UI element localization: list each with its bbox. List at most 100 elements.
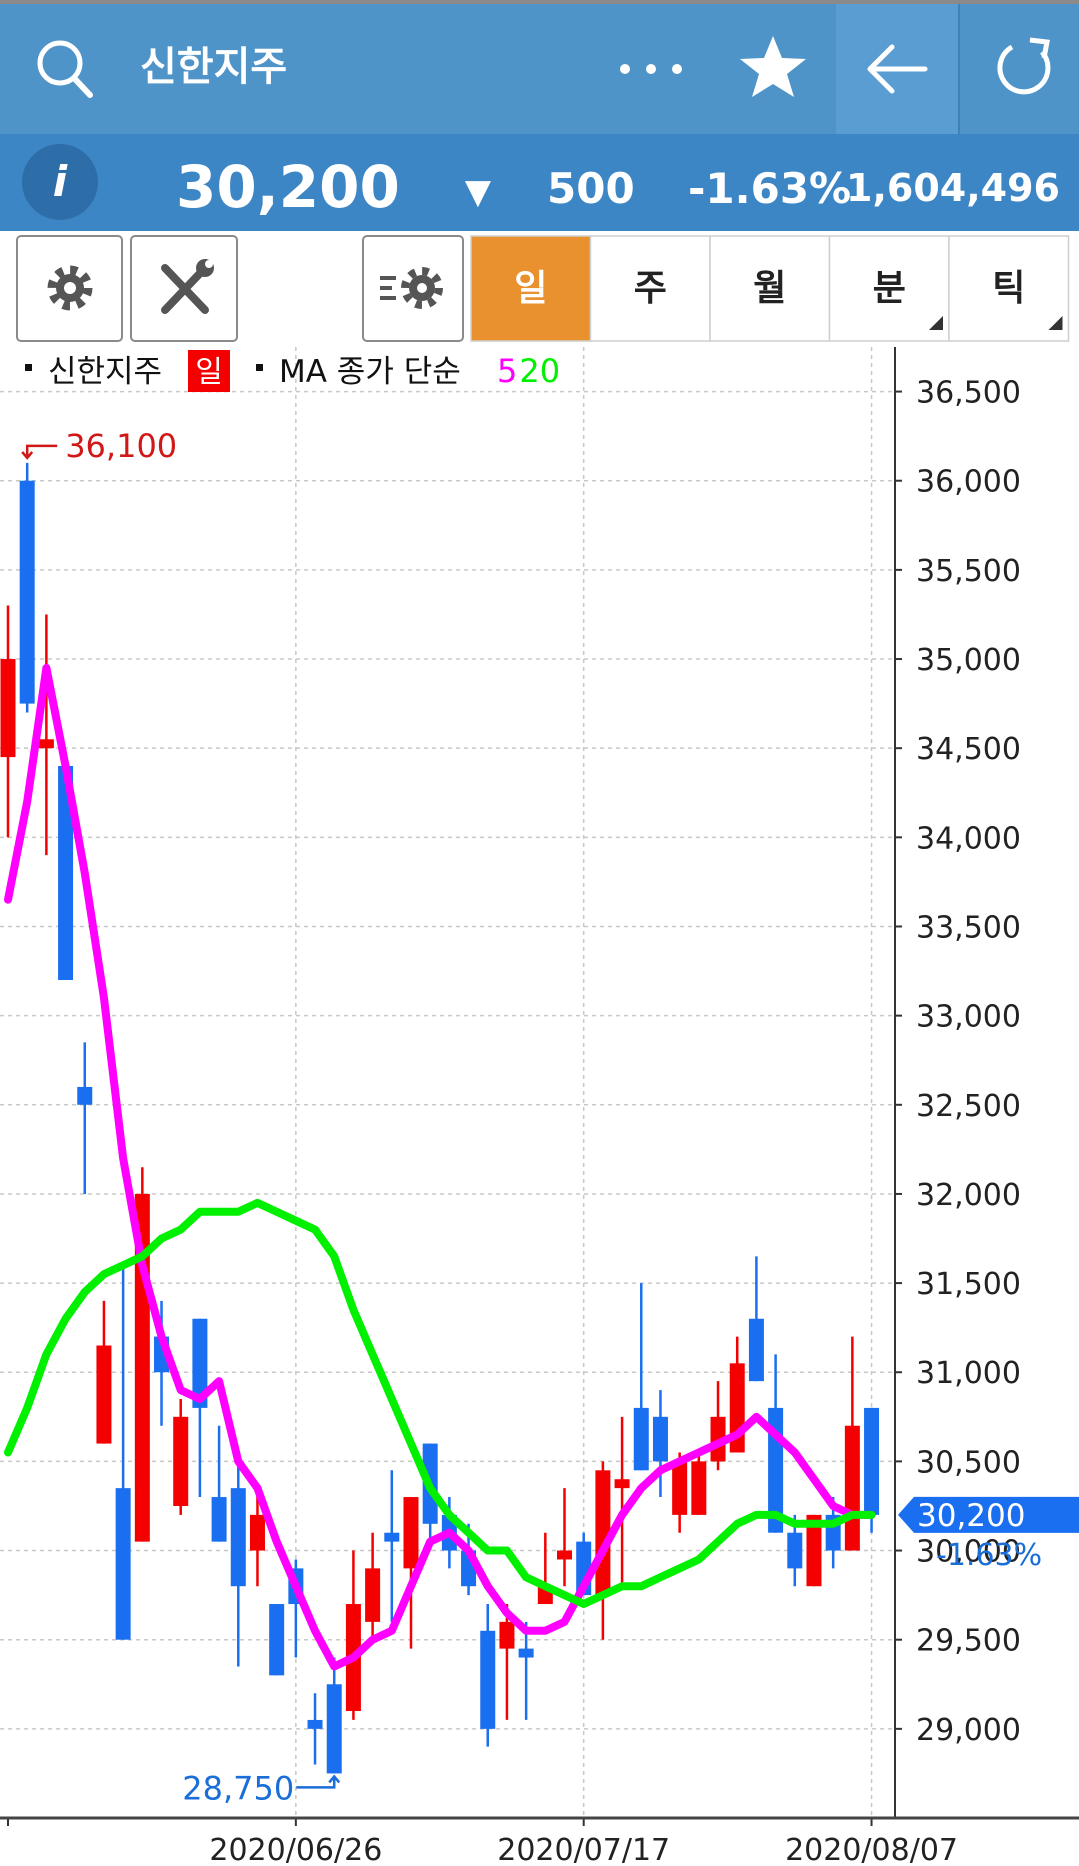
y-tick-label: 36,500	[916, 376, 1021, 411]
tab-menu-indicator	[1048, 316, 1063, 330]
info-button[interactable]	[22, 144, 98, 220]
candle-body	[864, 1407, 880, 1515]
y-tick-label: 30,000	[916, 1535, 1021, 1570]
y-tick-label: 33,500	[916, 910, 1021, 945]
x-tick-label: 2020/07/17	[497, 1833, 670, 1866]
legend-series: 5	[497, 352, 517, 390]
tab-background	[709, 235, 831, 342]
candle-body	[230, 1488, 246, 1587]
y-tick-label: 34,000	[916, 821, 1021, 856]
y-tick-label: 29,000	[916, 1713, 1021, 1748]
candle-body	[806, 1514, 822, 1587]
candle-body	[748, 1318, 764, 1382]
price: 30,200	[176, 153, 400, 221]
low-arrow	[296, 1774, 341, 1789]
last-price-marker	[898, 1496, 1079, 1533]
y-tick-label: 35,000	[916, 643, 1021, 678]
favorite-button[interactable]	[740, 36, 806, 97]
quote-bar	[0, 134, 1079, 231]
candle-body	[633, 1407, 649, 1471]
info-icon: i	[53, 157, 68, 206]
y-tick-label: 35,500	[916, 554, 1021, 589]
legend-swatch	[256, 364, 263, 371]
candle-body	[77, 1086, 93, 1105]
candle-body	[96, 1345, 112, 1444]
last-change-label: -1.63%	[936, 1538, 1042, 1573]
candle-body	[710, 1416, 726, 1462]
x-tick-label: 2020/06/26	[209, 1833, 382, 1866]
period-tab[interactable]: 일	[470, 235, 592, 342]
legend-swatch	[25, 364, 32, 371]
y-tick-label: 32,000	[916, 1178, 1021, 1213]
candle-body	[614, 1479, 630, 1489]
candle-body	[211, 1497, 227, 1542]
high-arrow	[21, 444, 58, 460]
candle-body	[115, 1488, 131, 1640]
tab-label: 분	[873, 268, 906, 309]
legend-period: 일	[195, 355, 223, 390]
candle-body	[787, 1532, 803, 1569]
y-tick-label: 32,500	[916, 1089, 1021, 1124]
candle-body	[652, 1416, 668, 1462]
direction: ▼	[465, 172, 492, 212]
change-pct: -1.63%	[688, 164, 851, 213]
y-tick-label: 31,500	[916, 1267, 1021, 1302]
candle-body	[844, 1425, 860, 1551]
header-title: 신한지주	[140, 44, 287, 90]
more-button[interactable]	[620, 64, 682, 74]
tab-background	[589, 235, 711, 342]
candle-body	[192, 1318, 208, 1408]
candle-body	[307, 1719, 323, 1729]
candle-body	[173, 1416, 189, 1506]
y-tick-label: 34,500	[916, 732, 1021, 767]
legend-period-box	[188, 350, 230, 392]
refresh-button[interactable]	[997, 37, 1051, 95]
settings-button[interactable]	[16, 235, 123, 342]
candle-body	[19, 480, 35, 704]
x-tick-label: 2020/08/07	[785, 1833, 958, 1866]
candle-body	[249, 1514, 265, 1551]
search-button[interactable]	[37, 40, 93, 98]
candle-body	[691, 1461, 707, 1515]
y-tick-label: 30,500	[916, 1445, 1021, 1480]
candle-body	[365, 1568, 381, 1622]
period-tab[interactable]: 분	[828, 235, 950, 342]
candle-body	[672, 1461, 688, 1515]
tab-label: 월	[753, 268, 786, 309]
indicator-settings-button[interactable]	[362, 235, 464, 342]
low-label: 28,750	[182, 1769, 294, 1807]
candle-body	[58, 766, 74, 980]
period-tab[interactable]: 월	[709, 235, 831, 342]
candle-body	[480, 1630, 496, 1729]
last-price-label: 30,200	[917, 1498, 1025, 1534]
chart: 29,000 29,500 30,000 30,500 31,000 31,500 32,0…	[0, 347, 1079, 1866]
tab-label: 틱	[992, 268, 1025, 309]
candle-body	[38, 739, 54, 749]
candle-body	[384, 1532, 400, 1542]
candle-body	[0, 659, 16, 758]
back-icon	[867, 44, 928, 94]
candle-body	[403, 1497, 419, 1569]
period-tab[interactable]: 주	[589, 235, 711, 342]
candle-body	[557, 1550, 573, 1560]
volume: 1,604,496	[846, 166, 1060, 210]
tab-background	[470, 235, 592, 342]
legend-series: 20	[519, 352, 560, 390]
y-tick-label: 33,000	[916, 1000, 1021, 1035]
ma-line	[4, 663, 876, 1671]
candle-body	[518, 1648, 534, 1658]
legend-symbol: 신한지주	[48, 354, 162, 390]
candle-body	[326, 1684, 342, 1774]
tools-button[interactable]	[130, 235, 238, 342]
status-edge	[0, 0, 1079, 4]
y-tick-label: 31,000	[916, 1356, 1021, 1391]
legend-indicator: MA 종가 단순	[279, 354, 461, 390]
change: 500	[547, 164, 635, 213]
divider	[958, 4, 960, 134]
tab-label: 주	[634, 268, 667, 309]
period-tab[interactable]: 틱	[948, 235, 1070, 342]
tab-label: 일	[514, 268, 547, 309]
